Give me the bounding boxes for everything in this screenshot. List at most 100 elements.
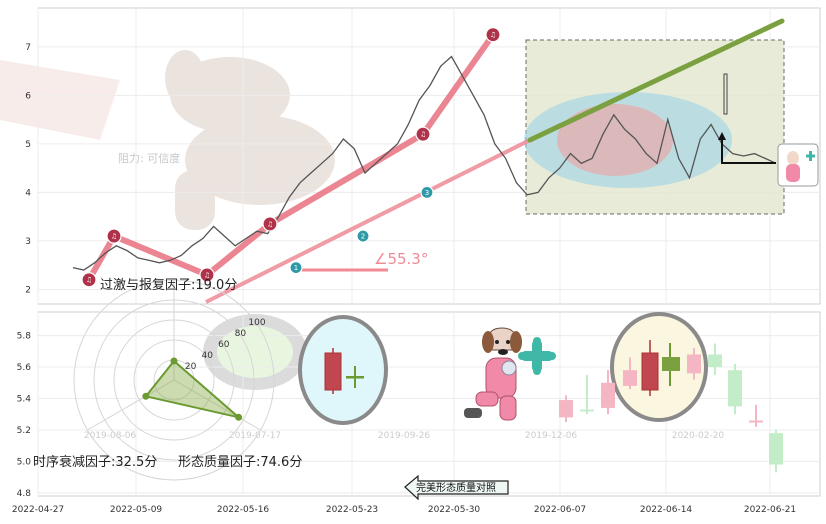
radar-spoke (87, 379, 175, 431)
wave-points: 1 2 3 (289, 185, 434, 275)
x-tick-label: 2022-05-09 (110, 505, 163, 515)
candle-body (728, 370, 742, 407)
pivot-marker (106, 228, 122, 244)
radar-polygon (144, 359, 240, 419)
watermark-brush-icon (0, 60, 120, 140)
plus-mark-icon (518, 337, 556, 375)
candle-series (559, 343, 783, 473)
pivot-marker-label: ♫ (111, 233, 117, 241)
x-tick-label: 2022-06-21 (744, 505, 796, 515)
candle-body (559, 400, 573, 418)
x-tick-label: 2022-05-16 (217, 505, 270, 515)
watermark-dog-icon (165, 50, 335, 230)
background-date-label: 2019-12-06 (525, 431, 578, 441)
price-y-tick-label: 5 (25, 140, 31, 150)
candle-body (708, 354, 722, 368)
current-price-bracket (721, 134, 776, 164)
pattern-left-candles (324, 348, 364, 394)
pivot-marker (485, 27, 501, 43)
mascot-dog-icon (464, 327, 522, 421)
radar-ring-label: 60 (218, 340, 230, 350)
compare-button[interactable]: 完美形态质量对照 (404, 474, 509, 501)
candle-body (623, 370, 637, 386)
price-y-tick-label: 3 (25, 237, 31, 247)
x-tick-label: 2022-04-27 (12, 505, 64, 515)
background-date-label: 2019-07-17 (229, 431, 281, 441)
timing-factor-label: 时序衰减因子:32.5分 (33, 454, 157, 470)
background-date-label: 2020-02-20 (672, 431, 725, 441)
pattern-right-candles (641, 340, 680, 396)
price-line-series (72, 55, 777, 271)
projection-trendline (527, 18, 785, 143)
candle-y-tick-label: 5.0 (17, 457, 32, 467)
price-line (72, 55, 777, 271)
background-date-label: 2019-09-26 (378, 431, 431, 441)
candle-body (580, 409, 594, 412)
x-tick-label: 2022-06-07 (534, 505, 586, 515)
angle-label: ∠55.3° (374, 250, 428, 268)
wave-point-label: 3 (425, 189, 429, 197)
zigzag-line (86, 32, 496, 282)
radar-point (170, 357, 178, 365)
radar-ring-label: 80 (235, 329, 247, 339)
x-axis: 2022-04-27 2022-05-09 2022-05-16 2022-05-23… (12, 505, 796, 515)
pivot-marker-label: ♫ (267, 220, 273, 228)
price-y-tick-label: 7 (25, 43, 31, 53)
candle-y-tick-label: 5.8 (17, 332, 32, 342)
wave-point (356, 229, 370, 243)
x-tick-label: 2022-05-30 (428, 505, 481, 515)
support-trendline (205, 123, 561, 304)
shape-factor-label: 形态质量因子:74.6分 (178, 455, 302, 470)
radar-point (142, 392, 150, 400)
candle-y-tick-label: 4.8 (17, 489, 32, 499)
pivot-markers: ♫ ♫ ♫ ♫ ♫ ♫ (81, 27, 501, 288)
pivot-marker-label: ♫ (204, 271, 210, 279)
bracket-arrow-icon (718, 132, 726, 140)
pattern-circle-right (610, 312, 708, 422)
wave-point-label: 1 (294, 264, 298, 272)
price-y-tick-label: 2 (25, 285, 31, 295)
price-y-tick-label: 6 (25, 91, 31, 101)
radar-spoke (173, 379, 261, 431)
spike-marker (723, 73, 728, 115)
pivot-marker-label: ♫ (86, 276, 92, 284)
candle-body (749, 420, 763, 423)
candle-background-dates: 2019-08-06 2019-07-17 2019-09-26 2019-12-06… (84, 431, 725, 441)
candle-y-tick-label: 5.4 (17, 394, 32, 404)
candle-y-tick-label: 5.6 (17, 363, 32, 373)
pattern-circle-left (298, 315, 388, 425)
background-date-label: 2019-08-06 (84, 431, 137, 441)
watermark-text: 阻力: 可信度 (118, 151, 180, 165)
price-y-tick-label: 4 (25, 188, 31, 198)
price-grid (37, 8, 820, 304)
x-tick-label: 2022-05-23 (326, 505, 378, 515)
watermark-seal-icon (203, 314, 307, 390)
pivot-marker (81, 272, 97, 288)
radar-ring-label: 20 (185, 362, 197, 372)
radar-point (235, 413, 243, 421)
radar-ring-label: 40 (201, 351, 213, 361)
x-tick-label: 2022-06-14 (640, 505, 693, 515)
price-y-axis: 2 3 4 5 6 7 (25, 43, 31, 296)
candle-body (601, 382, 615, 408)
pivot-marker (415, 126, 431, 142)
wave-point-label: 2 (361, 233, 365, 241)
candle-body (687, 354, 701, 374)
candle-body (769, 433, 783, 465)
candle-y-tick-label: 5.2 (17, 426, 31, 436)
overshoot-factor-label: 过激与报复因子:19.0分 (100, 278, 237, 293)
compare-button-label: 完美形态质量对照 (416, 481, 496, 494)
wave-point (420, 185, 434, 199)
projection-inner-ellipse (557, 104, 673, 176)
pivot-marker-label: ♫ (420, 131, 426, 139)
pivot-zigzag (86, 32, 496, 282)
pivot-marker-label: ♫ (490, 31, 496, 39)
pivot-marker (262, 216, 278, 232)
mini-mascot-icon (777, 143, 819, 187)
candle-y-axis: 4.8 5.0 5.2 5.4 5.6 5.8 (17, 332, 32, 499)
wave-point (289, 261, 303, 275)
pivot-marker (199, 267, 215, 283)
